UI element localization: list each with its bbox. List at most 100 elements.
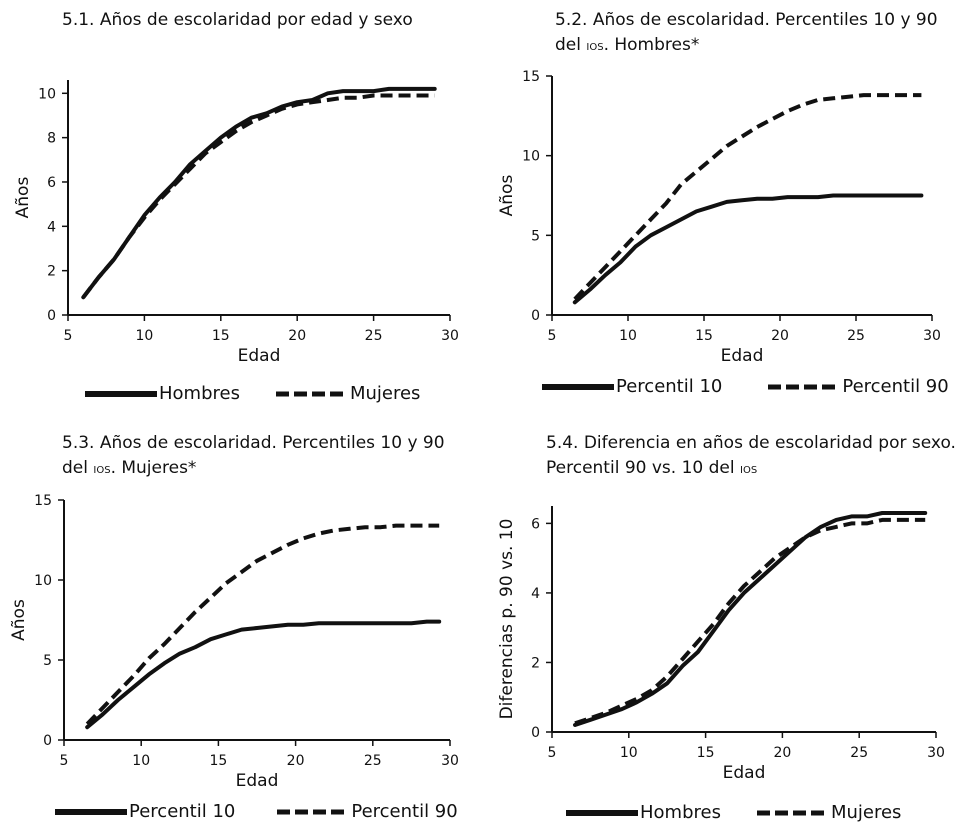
- legend-label: Hombres: [640, 802, 721, 823]
- series-line-mujeres: [574, 517, 926, 726]
- chart-title-smallcaps: IOS: [740, 461, 758, 477]
- y-tick-label: 4: [47, 219, 56, 235]
- chart-title: 5.3. Años de escolaridad. Percentiles 10…: [62, 431, 445, 482]
- legend-dashed-line-icon: [768, 384, 841, 389]
- x-tick-label: 10: [132, 753, 150, 769]
- y-axis-label: Años: [13, 177, 33, 219]
- x-tick-label: 5: [548, 745, 557, 761]
- legend-label: Percentil 10: [129, 801, 236, 822]
- chart-title-line2: del IOS. Mujeres*: [62, 456, 445, 482]
- y-tick-label: 4: [531, 586, 540, 602]
- chart-title-text: 5.1. Años de escolaridad por edad y sexo: [62, 10, 413, 30]
- y-tick-label: 6: [531, 516, 540, 532]
- line-chart: 0 2 4 6 8 10 5 10 15 20 25 30 Edad Años: [13, 80, 459, 366]
- x-axis-label: Edad: [236, 771, 279, 791]
- legend-solid-line-icon: [542, 383, 614, 390]
- legend-label: Mujeres: [830, 802, 902, 823]
- chart-title-line1: 5.2. Años de escolaridad. Percentiles 10…: [555, 10, 938, 30]
- chart-title-part: Percentil 90 vs. 10 del: [546, 458, 740, 478]
- y-tick-label: 2: [531, 655, 540, 671]
- legend: Hombres Mujeres: [566, 802, 925, 823]
- y-tick-label: 8: [47, 131, 56, 147]
- chart-panel-5-4: 5.4. Diferencia en años de escolaridad p…: [490, 420, 980, 840]
- series-line-hombres: [573, 511, 928, 727]
- chart-title-smallcaps: IOS: [93, 461, 111, 477]
- chart-title: 5.4. Diferencia en años de escolaridad p…: [546, 431, 956, 482]
- y-tick-label: 5: [43, 653, 52, 669]
- legend-dashed-line-icon: [756, 810, 829, 815]
- legend: Hombres Mujeres: [85, 383, 444, 404]
- x-tick-label: 5: [64, 328, 73, 344]
- x-tick-label: 5: [548, 328, 557, 344]
- legend-item-hombres: Hombres: [566, 802, 721, 823]
- y-tick-label: 10: [38, 86, 56, 102]
- x-tick-label: 30: [923, 328, 941, 344]
- chart-title-smallcaps: IOS: [586, 38, 604, 54]
- chart-panel-5-3: 5.3. Años de escolaridad. Percentiles 10…: [0, 420, 490, 840]
- y-tick-label: 6: [47, 175, 56, 191]
- x-tick-label: 15: [209, 753, 227, 769]
- series-line-mujeres: [81, 93, 435, 299]
- legend-dashed-line-icon: [277, 809, 350, 814]
- x-tick-label: 25: [850, 745, 868, 761]
- y-tick-label: 0: [531, 725, 540, 741]
- x-axis-label: Edad: [238, 346, 281, 366]
- x-tick-label: 25: [847, 328, 865, 344]
- y-axis-label: Diferencias p. 90 vs. 10: [497, 519, 517, 720]
- series-line-percentil-10: [85, 619, 442, 730]
- y-tick-label: 10: [34, 573, 52, 589]
- x-tick-label: 10: [135, 328, 153, 344]
- x-tick-label: 20: [771, 328, 789, 344]
- x-tick-label: 15: [697, 745, 715, 761]
- legend-solid-line-icon: [55, 808, 127, 815]
- x-tick-label: 10: [619, 328, 637, 344]
- legend-item-hombres: Hombres: [85, 383, 240, 404]
- y-tick-label: 15: [522, 69, 540, 85]
- x-tick-label: 15: [695, 328, 713, 344]
- y-tick-label: 10: [522, 149, 540, 165]
- x-tick-label: 20: [288, 328, 306, 344]
- x-tick-label: 30: [441, 753, 459, 769]
- chart-title-part: del: [555, 35, 587, 55]
- legend-label: Mujeres: [349, 383, 421, 404]
- x-tick-label: 20: [287, 753, 305, 769]
- y-tick-label: 0: [47, 308, 56, 324]
- y-axis-label: Años: [9, 599, 29, 641]
- x-tick-label: 10: [620, 745, 638, 761]
- chart-title-line2: del IOS. Hombres*: [555, 33, 938, 59]
- chart-title-part: . Mujeres*: [110, 458, 197, 478]
- x-tick-label: 25: [364, 753, 382, 769]
- x-axis-label: Edad: [723, 763, 766, 783]
- legend-dashed-line-icon: [275, 391, 348, 396]
- series-line-percentil-90: [85, 523, 440, 726]
- y-tick-label: 5: [531, 228, 540, 244]
- chart-title: 5.2. Años de escolaridad. Percentiles 10…: [555, 8, 938, 59]
- legend-item-percentil-10: Percentil 10: [55, 801, 235, 822]
- legend-label: Percentil 90: [842, 376, 949, 397]
- line-chart: 0 2 4 6 5 10 15 20 25 30 Edad Diferencias p. 90 vs.…: [497, 506, 945, 783]
- x-axis-label: Edad: [721, 346, 764, 366]
- legend-item-percentil-90: Percentil 90: [768, 376, 949, 397]
- legend-label: Percentil 90: [351, 801, 458, 822]
- legend: Percentil 10 Percentil 90: [542, 376, 973, 397]
- chart-title-part: . Hombres*: [603, 35, 700, 55]
- chart-panel-5-1: 5.1. Años de escolaridad por edad y sexo…: [0, 0, 490, 420]
- y-axis-label: Años: [497, 175, 517, 217]
- legend-label: Percentil 10: [616, 376, 723, 397]
- x-tick-label: 5: [60, 753, 69, 769]
- legend-item-mujeres: Mujeres: [275, 383, 421, 404]
- x-tick-label: 15: [212, 328, 230, 344]
- y-tick-label: 2: [47, 264, 56, 280]
- chart-title: 5.1. Años de escolaridad por edad y sexo: [62, 8, 413, 33]
- legend-item-percentil-10: Percentil 10: [542, 376, 722, 397]
- series-line-percentil-90: [573, 93, 922, 301]
- chart-panel-5-2: 5.2. Años de escolaridad. Percentiles 10…: [490, 0, 980, 420]
- y-tick-label: 0: [531, 308, 540, 324]
- legend-solid-line-icon: [85, 390, 157, 397]
- x-tick-label: 30: [441, 328, 459, 344]
- y-tick-label: 0: [43, 733, 52, 749]
- chart-title-line1: 5.3. Años de escolaridad. Percentiles 10…: [62, 433, 445, 453]
- legend-label: Hombres: [159, 383, 240, 404]
